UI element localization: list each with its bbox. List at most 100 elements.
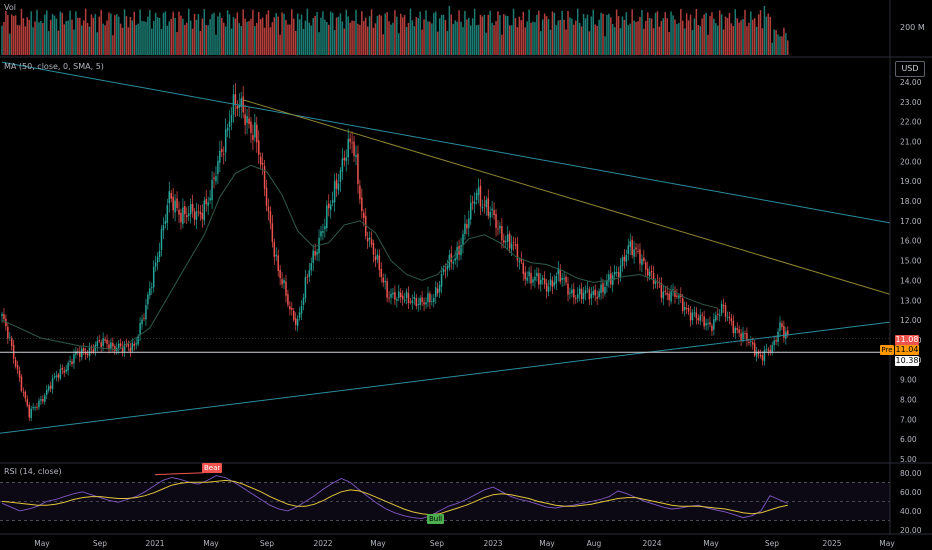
volume-bar: [495, 21, 497, 55]
candle-body: [648, 271, 651, 277]
candle-body: [186, 215, 188, 218]
volume-bar: [421, 29, 423, 55]
rsi-tick-label: 40.00: [900, 507, 922, 516]
volume-bar: [462, 27, 464, 55]
candle-body: [254, 122, 256, 138]
volume-bar: [355, 9, 357, 56]
volume-bar: [590, 16, 593, 55]
candle-body: [514, 244, 517, 246]
volume-bar: [497, 11, 499, 55]
volume-bar: [36, 9, 38, 55]
volume-bar: [351, 20, 353, 56]
volume-label: Vol: [4, 3, 16, 12]
time-tick-label: May: [370, 539, 386, 548]
volume-bar: [374, 23, 377, 55]
candle-body: [549, 279, 552, 286]
candle-body: [440, 273, 443, 287]
candle-body: [380, 268, 383, 277]
volume-bar: [328, 24, 330, 55]
candle-body: [417, 304, 419, 306]
candle-body: [752, 342, 754, 345]
volume-bar: [357, 23, 359, 55]
ma-line: [1, 164, 718, 351]
candle-body: [224, 129, 227, 153]
candle-body: [184, 206, 186, 215]
volume-bar: [246, 21, 248, 56]
rsi-tick-label: 60.00: [900, 488, 922, 497]
volume-bar: [141, 20, 143, 56]
candle-body: [611, 275, 614, 286]
candle-body: [357, 153, 359, 185]
candle-body: [569, 292, 571, 294]
candle-body: [259, 156, 262, 165]
candle-body: [403, 299, 406, 301]
candle-body: [285, 281, 287, 296]
candle-body: [608, 274, 610, 282]
time-tick-label: Sep: [430, 539, 444, 548]
volume-bar: [471, 18, 474, 55]
volume-bar: [186, 22, 188, 55]
volume-bar: [347, 16, 349, 56]
candle-body: [133, 343, 136, 346]
volume-bar: [314, 15, 316, 55]
candle-body: [147, 294, 149, 305]
volume-bar: [34, 21, 36, 55]
volume-bar: [499, 15, 501, 55]
candle-body: [312, 250, 314, 263]
price-panel[interactable]: [0, 61, 891, 434]
volume-bar: [217, 16, 219, 55]
time-tick-label: 2022: [313, 539, 332, 548]
volume-bar: [477, 24, 480, 55]
candle-body: [726, 317, 729, 319]
candle-body: [466, 223, 468, 229]
volume-bar: [748, 22, 750, 55]
volume-bar: [452, 23, 454, 55]
rsi-bear-divergence-badge: Bear: [202, 463, 223, 473]
currency-button[interactable]: USD: [895, 61, 925, 77]
volume-bar: [250, 18, 252, 55]
volume-bar: [775, 30, 777, 55]
rsi-indicator-label[interactable]: RSI (14, close): [4, 467, 62, 476]
candle-body: [201, 213, 204, 219]
candle-body: [96, 341, 99, 347]
volume-bar: [586, 14, 589, 56]
price-tick-label: 6.00: [900, 435, 917, 444]
volume-bar: [740, 20, 742, 55]
candle-body: [699, 315, 702, 321]
candle-body: [456, 246, 458, 260]
volume-bar: [761, 28, 764, 55]
candle-body: [324, 226, 326, 230]
candle-body: [452, 261, 454, 264]
ma-indicator-label[interactable]: MA (50, close, 0, SMA, 5): [4, 62, 104, 71]
candle-body: [732, 321, 735, 334]
volume-bar: [324, 19, 326, 55]
time-tick-label: 2021: [145, 539, 164, 548]
volume-bar: [271, 22, 274, 55]
volume-bar: [460, 21, 462, 55]
volume-bar: [713, 18, 715, 55]
volume-bar: [166, 25, 169, 55]
candle-body: [205, 199, 207, 204]
candle-body: [250, 121, 252, 133]
volume-bar: [176, 32, 178, 55]
candle-body: [532, 279, 534, 283]
candle-body: [349, 138, 351, 142]
volume-bar: [51, 14, 54, 55]
volume-bar: [9, 33, 11, 55]
candle-body: [722, 305, 725, 307]
candle-body: [353, 141, 355, 156]
candle-body: [141, 319, 143, 325]
candle-body: [415, 298, 418, 307]
candle-body: [506, 234, 509, 242]
volume-bar: [382, 34, 384, 55]
price-tick-label: 22.00: [900, 118, 922, 127]
candle-body: [217, 160, 219, 174]
candle-body: [283, 280, 285, 284]
volume-bar: [427, 21, 429, 56]
volume-bar: [781, 36, 783, 55]
volume-bar: [149, 9, 151, 55]
volume-bar: [479, 14, 482, 56]
volume-bar: [730, 23, 733, 55]
volume-bar: [641, 10, 643, 55]
